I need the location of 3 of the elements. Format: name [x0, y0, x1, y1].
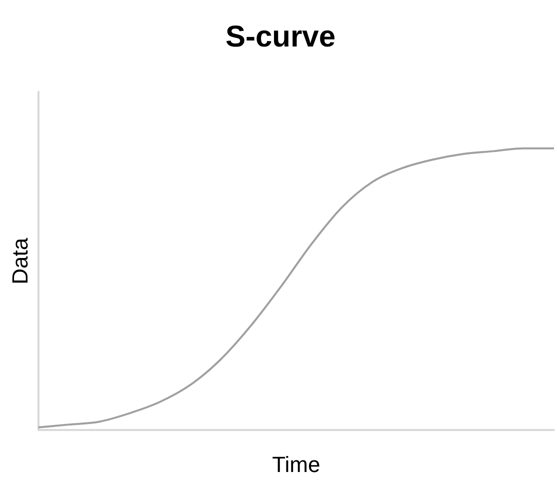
- x-axis-title: Time: [272, 452, 320, 477]
- y-axis-title: Data: [7, 237, 32, 284]
- chart-title: S-curve: [225, 20, 336, 54]
